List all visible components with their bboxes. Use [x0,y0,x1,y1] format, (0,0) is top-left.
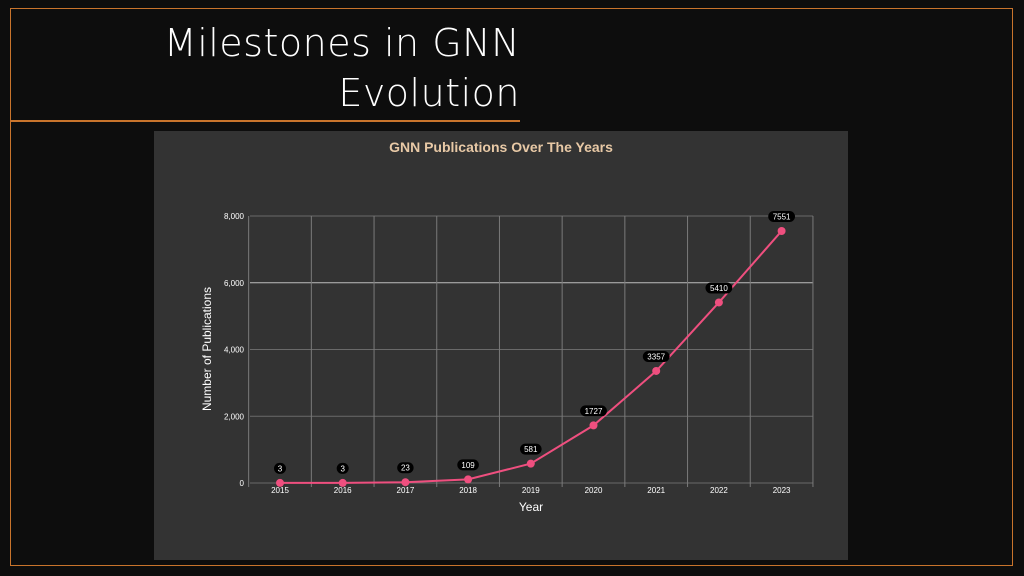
data-label-text: 1727 [585,407,603,416]
data-point[interactable] [777,226,786,235]
data-label-text: 581 [524,445,538,454]
data-point[interactable] [652,366,661,375]
x-tick-label: 2017 [397,486,415,495]
data-label-bubble [274,462,286,474]
x-tick-label: 2021 [647,486,665,495]
data-label-bubble [336,462,349,474]
data-point[interactable] [526,459,535,468]
x-tick-label: 2022 [710,486,728,495]
data-label-text: 3357 [647,352,665,361]
data-label: 3357 [642,350,670,362]
data-label-text: 3 [278,464,283,473]
data-label-text: 7551 [773,212,791,221]
data-label-bubble [705,282,733,294]
x-tick-label: 2015 [271,486,289,495]
data-point[interactable] [338,478,347,487]
y-axis-ticks: 0 2,000 4,000 6,000 8,000 [224,212,245,488]
data-label: 109 [457,459,479,471]
x-tick-label: 2016 [334,486,352,495]
data-points [276,226,786,487]
chart-panel: GNN Publications Over The Years 0 2,000 4,… [154,131,848,560]
data-label: 3 [274,462,286,474]
data-label: 7551 [768,210,795,222]
y-tick-label: 4,000 [224,346,245,355]
y-axis-label: Number of Publications [200,287,214,411]
slide-title: Milestones in GNN Evolution [163,21,520,115]
chart-title: GNN Publications Over The Years [389,139,613,155]
data-label-bubble [397,462,414,474]
data-label: 3 [336,462,349,474]
data-point[interactable] [589,421,598,430]
x-tick-label: 2019 [522,486,540,495]
data-label-text: 3 [340,464,345,473]
data-label-bubble [642,350,670,362]
x-tick-label: 2023 [773,486,791,495]
data-point[interactable] [714,298,723,307]
data-label-text: 109 [461,461,475,470]
x-tick-label: 2018 [459,486,477,495]
slide-frame [10,8,1013,566]
data-label-bubble [457,459,479,471]
y-tick-label: 6,000 [224,279,245,288]
data-label-bubble [768,210,795,222]
y-tick-label: 2,000 [224,412,245,421]
data-label-bubble [520,443,542,455]
publications-line-chart: GNN Publications Over The Years 0 2,000 4,… [200,139,814,514]
data-label-text: 5410 [710,284,728,293]
data-point[interactable] [401,478,410,487]
data-label-bubble [580,405,607,417]
data-label-text: 23 [401,464,410,473]
data-point[interactable] [464,475,473,484]
data-label: 1727 [580,405,607,417]
title-block: Milestones in GNN Evolution [10,8,520,122]
data-label: 5410 [705,282,733,294]
data-label: 581 [520,443,542,455]
y-tick-label: 8,000 [224,212,245,221]
x-axis-ticks: 2015 2016 2017 2018 2019 2020 2021 2022 2023 [271,486,791,495]
data-labels: 3 3 23 109 581 1727 3357 5410 7551 [274,210,795,474]
x-tick-label: 2020 [585,486,603,495]
x-axis-label: Year [519,500,543,514]
data-point[interactable] [276,478,284,487]
data-label: 23 [397,462,414,474]
y-tick-label: 0 [240,479,245,488]
